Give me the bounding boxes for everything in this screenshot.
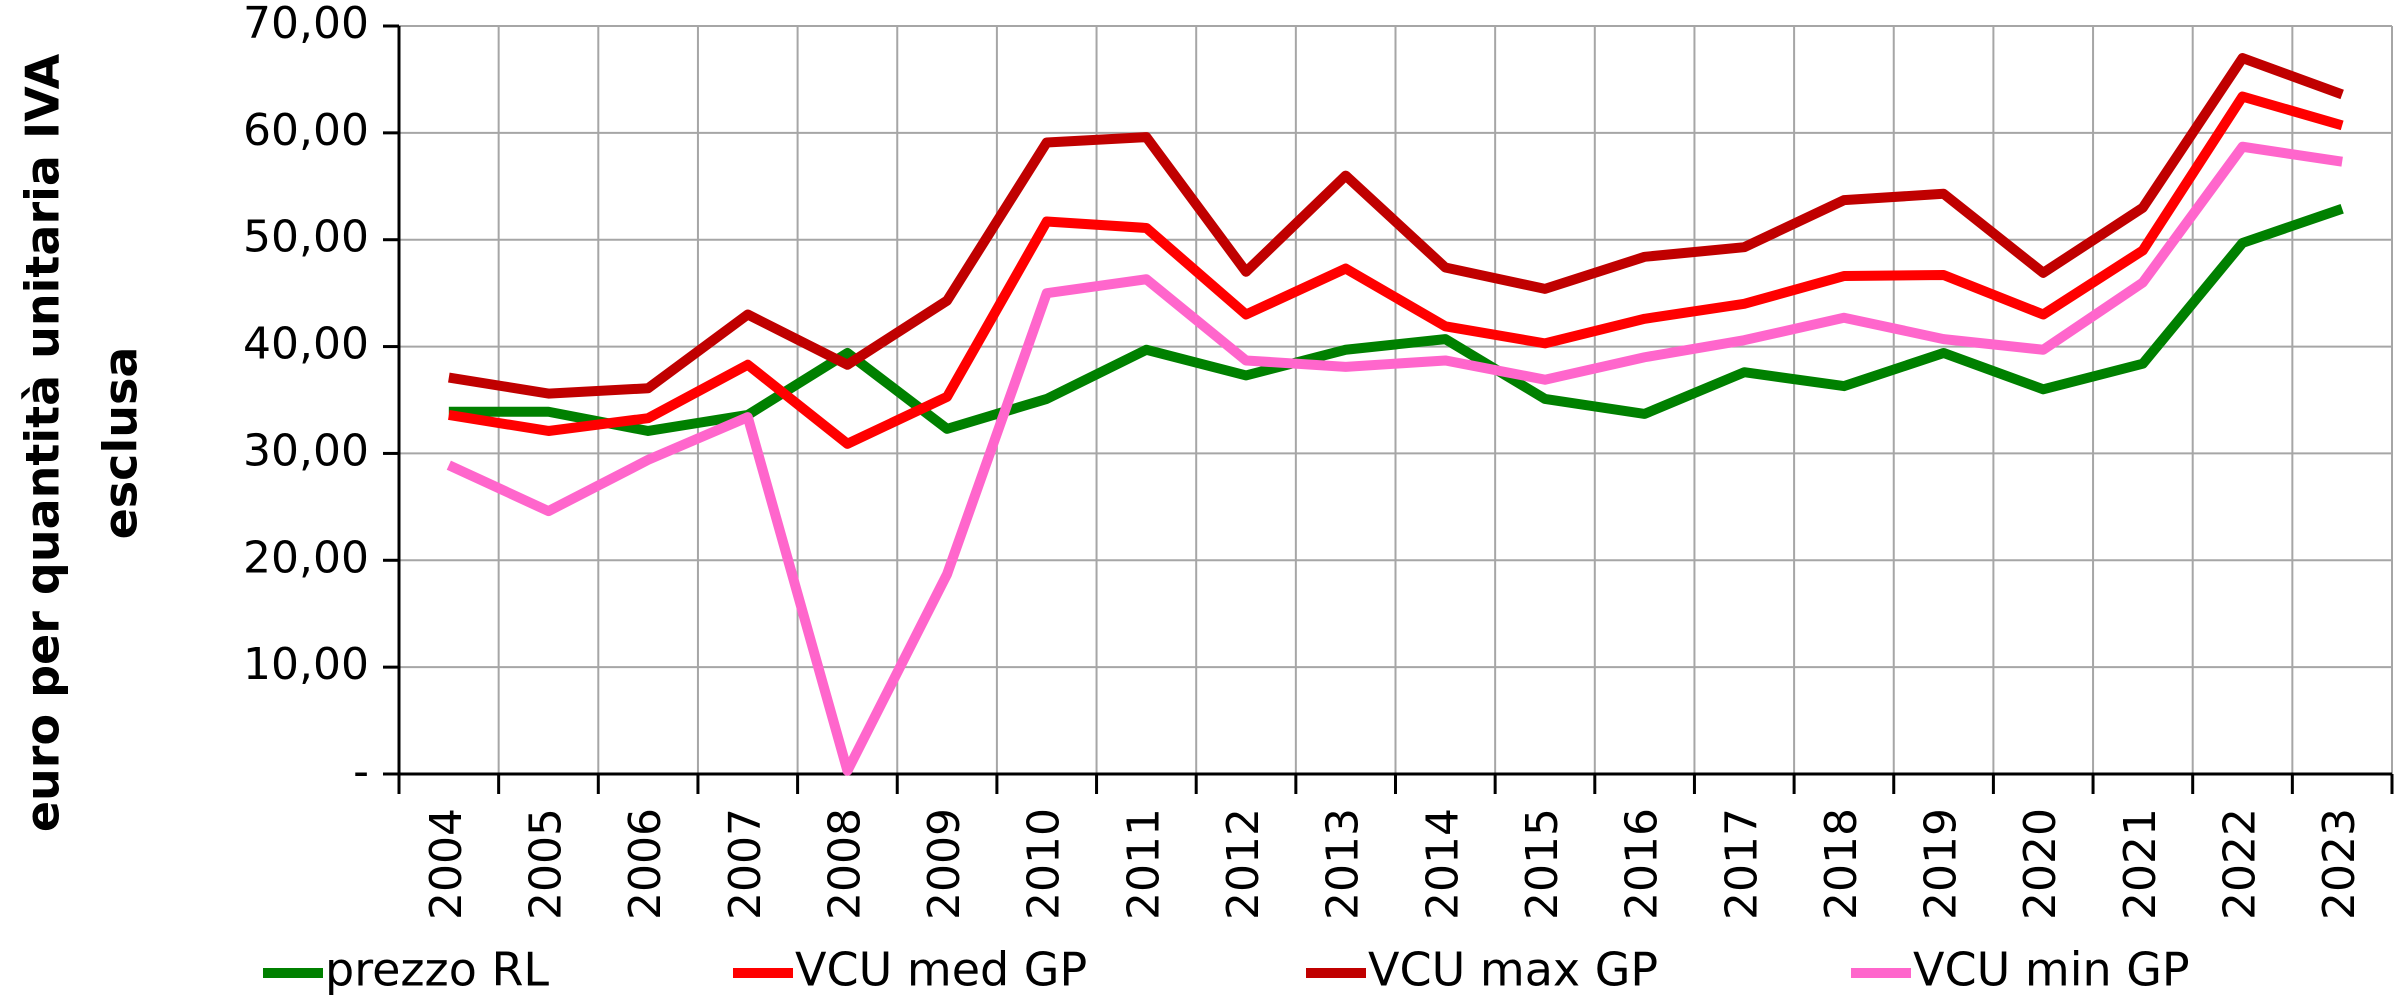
y-tick-label: - — [353, 746, 369, 797]
series-line — [446, 141, 2343, 776]
legend-label: prezzo RL — [325, 943, 549, 997]
y-tick-label: 20,00 — [243, 532, 369, 583]
y-tick-label: 10,00 — [243, 639, 369, 690]
y-axis-title: esclusa — [94, 347, 148, 540]
x-tick-label: 2022 — [2215, 808, 2266, 920]
x-tick-label: 2020 — [2015, 808, 2066, 920]
y-axis-title: euro per quantità unitaria IVA — [16, 53, 70, 832]
series-line — [448, 203, 2344, 436]
x-tick-label: 2013 — [1318, 808, 1369, 920]
x-tick-label: 2021 — [2115, 808, 2166, 920]
x-tick-label: 2023 — [2314, 808, 2365, 920]
x-tick-label: 2019 — [1916, 808, 1967, 920]
x-tick-label: 2016 — [1617, 808, 1668, 920]
x-tick-label: 2018 — [1816, 808, 1867, 920]
x-tick-label: 2011 — [1118, 808, 1169, 920]
y-tick-label: 50,00 — [243, 212, 369, 263]
y-tick-label: 40,00 — [243, 319, 369, 370]
x-tick-label: 2005 — [520, 808, 571, 920]
legend-label: VCU max GP — [1368, 943, 1658, 997]
y-tick-label: 60,00 — [243, 105, 369, 156]
x-tick-label: 2008 — [819, 808, 870, 920]
y-tick-label: 30,00 — [243, 425, 369, 476]
y-tick-label: 70,00 — [243, 0, 369, 49]
x-tick-label: 2015 — [1517, 808, 1568, 920]
x-tick-label: 2014 — [1417, 808, 1468, 920]
x-tick-label: 2007 — [720, 808, 771, 920]
x-tick-label: 2017 — [1716, 808, 1767, 920]
x-tick-label: 2004 — [421, 808, 472, 920]
legend-label: VCU min GP — [1913, 943, 2190, 997]
x-tick-label: 2006 — [620, 808, 671, 920]
legend-label: VCU med GP — [795, 943, 1087, 997]
x-tick-label: 2010 — [1019, 808, 1070, 920]
series-line — [448, 91, 2344, 449]
x-tick-label: 2012 — [1218, 808, 1269, 920]
series-line — [448, 53, 2344, 399]
x-tick-label: 2009 — [919, 808, 970, 920]
